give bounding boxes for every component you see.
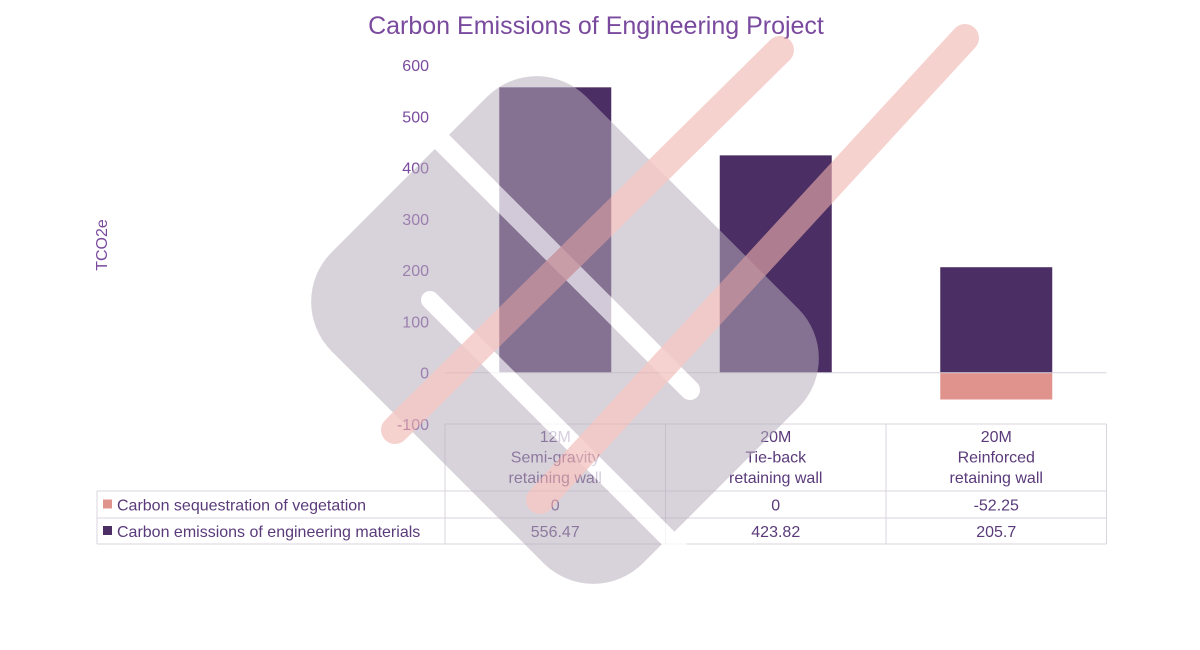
data-label-series1-cat2: 205.7 xyxy=(976,524,1016,541)
y-axis-label: TCO2e xyxy=(94,219,111,271)
diamond-logo-watermark xyxy=(311,24,979,584)
legend-swatch-1 xyxy=(103,526,112,535)
watermark-pink-stroke-2 xyxy=(526,24,979,514)
category-label-1-line-2: retaining wall xyxy=(729,470,822,487)
chart-title: Carbon Emissions of Engineering Project xyxy=(368,12,824,40)
legend-label-0: Carbon sequestration of vegetation xyxy=(117,498,366,515)
data-label-series1-cat1: 423.82 xyxy=(751,524,800,541)
category-label-1-line-1: Tie-back xyxy=(745,450,807,467)
bar-series0-cat2 xyxy=(940,372,1053,400)
watermark-pink-stroke-1 xyxy=(381,36,794,444)
legend-swatch-0 xyxy=(103,499,112,509)
y-tick-label-7: 600 xyxy=(402,58,429,75)
data-label-series0-cat1: 0 xyxy=(771,498,780,515)
category-label-2-line-2: retaining wall xyxy=(950,470,1043,487)
category-label-2-line-0: 20M xyxy=(981,429,1012,446)
watermark-diamond-shape xyxy=(311,76,819,584)
legend-label-1: Carbon emissions of engineering material… xyxy=(117,524,420,541)
y-tick-label-6: 500 xyxy=(402,109,429,126)
category-label-2-line-1: Reinforced xyxy=(958,450,1035,467)
bar-series1-cat2 xyxy=(940,267,1053,373)
data-label-series0-cat2: -52.25 xyxy=(974,498,1019,515)
